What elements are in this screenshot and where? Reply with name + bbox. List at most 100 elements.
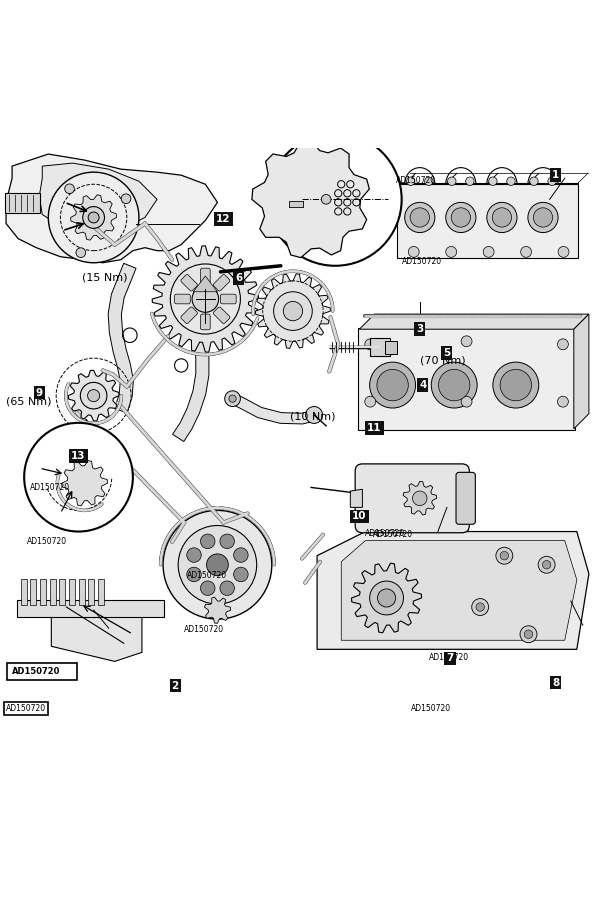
Circle shape xyxy=(80,382,107,409)
Text: AD150720: AD150720 xyxy=(365,529,405,538)
FancyBboxPatch shape xyxy=(289,202,303,207)
Circle shape xyxy=(88,390,100,401)
Polygon shape xyxy=(172,284,209,442)
FancyBboxPatch shape xyxy=(358,328,575,430)
FancyBboxPatch shape xyxy=(50,580,56,605)
Circle shape xyxy=(530,177,538,185)
Circle shape xyxy=(65,184,74,194)
Circle shape xyxy=(234,567,248,581)
FancyBboxPatch shape xyxy=(181,274,198,291)
Text: (10 Nm): (10 Nm) xyxy=(290,412,335,422)
Polygon shape xyxy=(71,194,117,240)
FancyBboxPatch shape xyxy=(201,268,210,284)
Polygon shape xyxy=(359,314,589,329)
Text: AD150720: AD150720 xyxy=(402,257,442,266)
Circle shape xyxy=(448,177,456,185)
FancyBboxPatch shape xyxy=(385,341,397,354)
Text: (65 Nm): (65 Nm) xyxy=(6,397,51,407)
Polygon shape xyxy=(193,276,217,292)
FancyBboxPatch shape xyxy=(69,580,75,605)
Text: 1: 1 xyxy=(552,170,559,180)
Text: 10: 10 xyxy=(352,511,367,521)
Circle shape xyxy=(207,554,228,576)
FancyBboxPatch shape xyxy=(289,202,303,207)
FancyBboxPatch shape xyxy=(397,183,578,258)
Circle shape xyxy=(269,133,402,266)
Circle shape xyxy=(521,247,532,257)
FancyBboxPatch shape xyxy=(7,662,77,680)
Circle shape xyxy=(76,248,86,257)
Circle shape xyxy=(201,534,215,549)
Circle shape xyxy=(558,247,569,257)
Circle shape xyxy=(170,264,240,334)
Polygon shape xyxy=(108,264,136,413)
Text: 7: 7 xyxy=(446,653,454,663)
Polygon shape xyxy=(68,370,119,421)
Circle shape xyxy=(493,362,539,408)
Circle shape xyxy=(220,580,234,596)
Circle shape xyxy=(487,202,517,232)
Polygon shape xyxy=(205,597,231,624)
Circle shape xyxy=(466,177,474,185)
Circle shape xyxy=(405,202,435,232)
FancyBboxPatch shape xyxy=(289,202,303,207)
Text: (15 Nm): (15 Nm) xyxy=(82,273,127,283)
Text: 8: 8 xyxy=(552,678,559,688)
Circle shape xyxy=(446,247,457,257)
Circle shape xyxy=(370,581,403,615)
Circle shape xyxy=(461,396,472,407)
FancyBboxPatch shape xyxy=(181,307,198,324)
Polygon shape xyxy=(51,616,142,662)
Circle shape xyxy=(476,603,484,611)
Text: (70 Nm): (70 Nm) xyxy=(420,356,466,365)
Circle shape xyxy=(410,208,429,227)
FancyBboxPatch shape xyxy=(88,580,94,605)
Polygon shape xyxy=(152,246,259,352)
Circle shape xyxy=(201,580,215,596)
Polygon shape xyxy=(341,541,577,640)
Text: AD150720: AD150720 xyxy=(184,626,224,634)
Circle shape xyxy=(500,552,509,560)
Polygon shape xyxy=(255,274,330,348)
Polygon shape xyxy=(62,461,108,506)
Circle shape xyxy=(557,396,568,407)
Text: 9: 9 xyxy=(36,388,43,398)
Text: 6: 6 xyxy=(235,273,242,283)
FancyBboxPatch shape xyxy=(370,338,390,356)
Text: 12: 12 xyxy=(216,214,231,224)
Circle shape xyxy=(542,561,551,569)
Circle shape xyxy=(483,247,494,257)
Circle shape xyxy=(489,177,497,185)
Circle shape xyxy=(187,567,201,581)
Text: AD150720: AD150720 xyxy=(12,667,60,676)
Circle shape xyxy=(408,247,419,257)
FancyBboxPatch shape xyxy=(79,580,85,605)
Circle shape xyxy=(225,391,240,407)
Text: 11: 11 xyxy=(367,423,382,433)
Polygon shape xyxy=(252,140,370,257)
Circle shape xyxy=(533,208,553,227)
Polygon shape xyxy=(574,314,589,429)
Circle shape xyxy=(413,491,427,506)
Text: AD150720: AD150720 xyxy=(6,704,46,713)
FancyBboxPatch shape xyxy=(21,580,27,605)
Text: AD150720: AD150720 xyxy=(396,176,435,185)
FancyBboxPatch shape xyxy=(5,194,40,212)
Text: 5: 5 xyxy=(443,348,451,358)
FancyBboxPatch shape xyxy=(59,580,65,605)
Polygon shape xyxy=(350,490,362,508)
Circle shape xyxy=(446,202,476,232)
Circle shape xyxy=(187,548,201,562)
Circle shape xyxy=(472,598,489,616)
Circle shape xyxy=(406,177,415,185)
Circle shape xyxy=(461,336,472,346)
Circle shape xyxy=(500,369,532,400)
Circle shape xyxy=(121,194,131,203)
Circle shape xyxy=(24,423,133,532)
Circle shape xyxy=(88,212,99,223)
Circle shape xyxy=(306,407,323,423)
FancyBboxPatch shape xyxy=(17,599,164,617)
Polygon shape xyxy=(227,392,318,424)
Circle shape xyxy=(283,302,303,320)
Circle shape xyxy=(496,547,513,564)
